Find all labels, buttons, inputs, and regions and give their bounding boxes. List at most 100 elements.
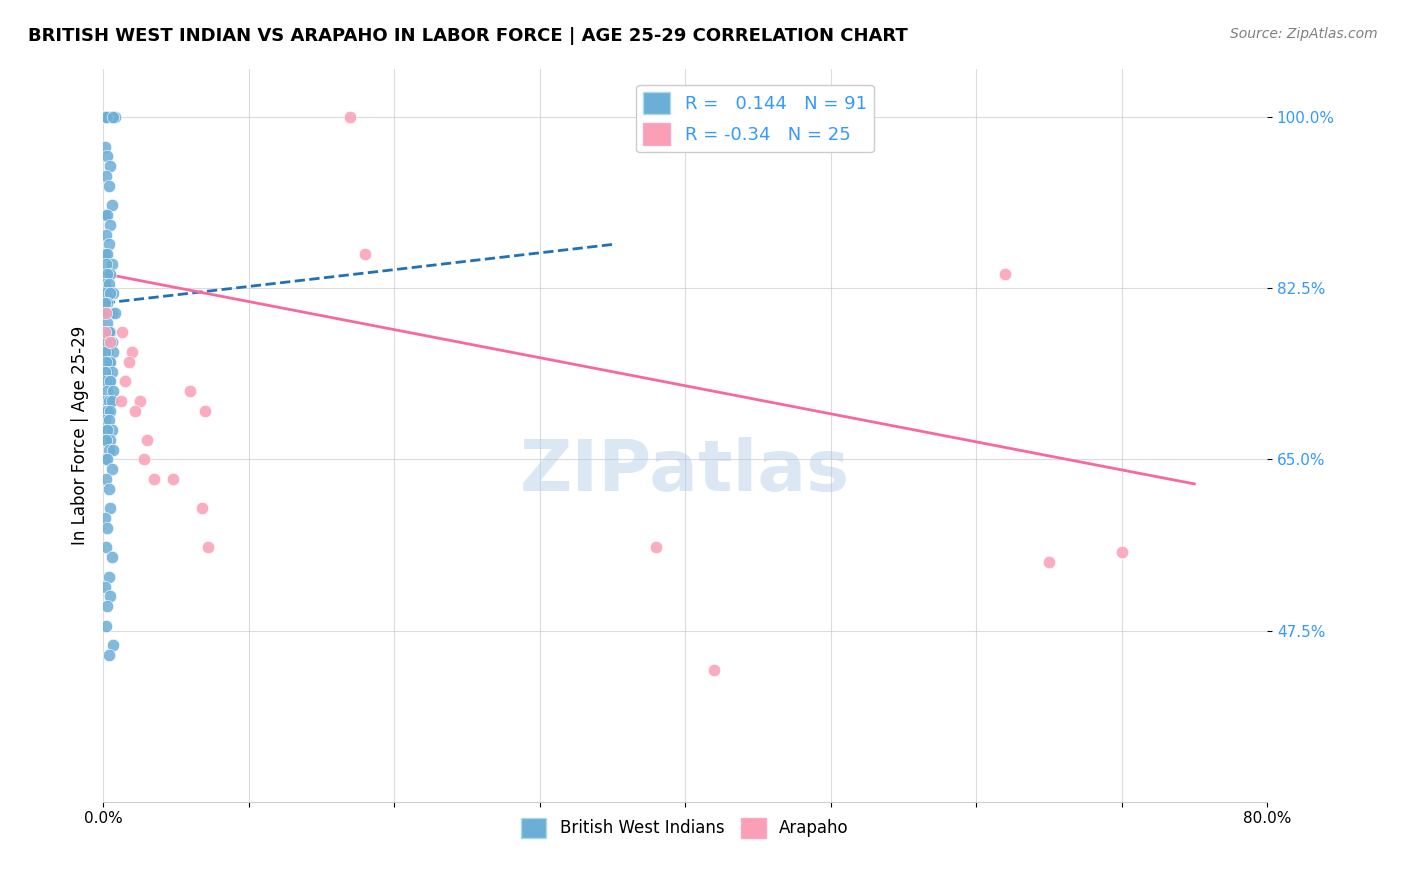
Point [96,403,118,417]
Point [94,169,117,183]
Point [103,286,125,301]
Point [121,345,143,359]
Point [94,541,117,555]
Point [100,403,122,417]
Point [96,364,118,378]
Y-axis label: In Labor Force | Age 25-29: In Labor Force | Age 25-29 [72,326,89,545]
Point [97,393,120,408]
Point [114,374,136,388]
Point [100,159,122,173]
Point [93,393,115,408]
Point [703,663,725,677]
Point [104,306,127,320]
Point [101,423,124,437]
Point [94,111,117,125]
Point [93,511,115,525]
Point [94,111,117,125]
Point [994,267,1017,281]
Legend: British West Indians, Arapaho: British West Indians, Arapaho [515,811,855,845]
Point [93,247,115,261]
Point [97,178,120,193]
Point [191,501,214,516]
Point [103,442,125,457]
Point [100,111,122,125]
Point [1038,555,1060,569]
Point [96,345,118,359]
Point [96,149,118,163]
Point [100,335,122,350]
Point [94,257,117,271]
Point [118,355,141,369]
Point [101,550,124,565]
Point [1111,545,1133,559]
Point [94,423,117,437]
Point [93,364,115,378]
Point [94,306,117,320]
Point [93,452,115,467]
Point [96,208,118,222]
Point [93,326,115,340]
Point [100,326,122,340]
Point [645,541,668,555]
Point [94,433,117,447]
Point [100,501,122,516]
Point [93,413,115,427]
Point [94,374,117,388]
Point [101,111,124,125]
Point [162,472,184,486]
Point [101,306,124,320]
Point [101,257,124,271]
Point [97,306,120,320]
Point [100,267,122,281]
Point [96,521,118,535]
Point [96,599,118,613]
Point [135,433,157,447]
Point [94,355,117,369]
Point [97,442,120,457]
Point [96,316,118,330]
Point [128,393,150,408]
Point [97,648,120,662]
Point [354,247,377,261]
Point [94,618,117,632]
Point [93,111,115,125]
Point [97,374,120,388]
Point [100,218,122,232]
Point [124,403,146,417]
Point [96,423,118,437]
Point [97,111,120,125]
Point [93,345,115,359]
Point [111,326,134,340]
Point [100,374,122,388]
Point [101,364,124,378]
Point [101,462,124,476]
Point [94,472,117,486]
Point [101,393,124,408]
Point [94,306,117,320]
Point [94,335,117,350]
Point [96,452,118,467]
Text: BRITISH WEST INDIAN VS ARAPAHO IN LABOR FORCE | AGE 25-29 CORRELATION CHART: BRITISH WEST INDIAN VS ARAPAHO IN LABOR … [28,27,908,45]
Point [101,335,124,350]
Point [97,482,120,496]
Point [110,393,132,408]
Point [100,355,122,369]
Point [96,267,118,281]
Point [97,326,120,340]
Point [104,111,127,125]
Point [97,237,120,252]
Point [100,433,122,447]
Point [97,277,120,291]
Point [339,111,361,125]
Point [93,580,115,594]
Point [96,247,118,261]
Point [100,286,122,301]
Point [93,208,115,222]
Text: ZIPatlas: ZIPatlas [520,437,851,506]
Point [194,403,217,417]
Text: Source: ZipAtlas.com: Source: ZipAtlas.com [1230,27,1378,41]
Point [97,570,120,584]
Point [96,111,118,125]
Point [103,638,125,652]
Point [93,433,115,447]
